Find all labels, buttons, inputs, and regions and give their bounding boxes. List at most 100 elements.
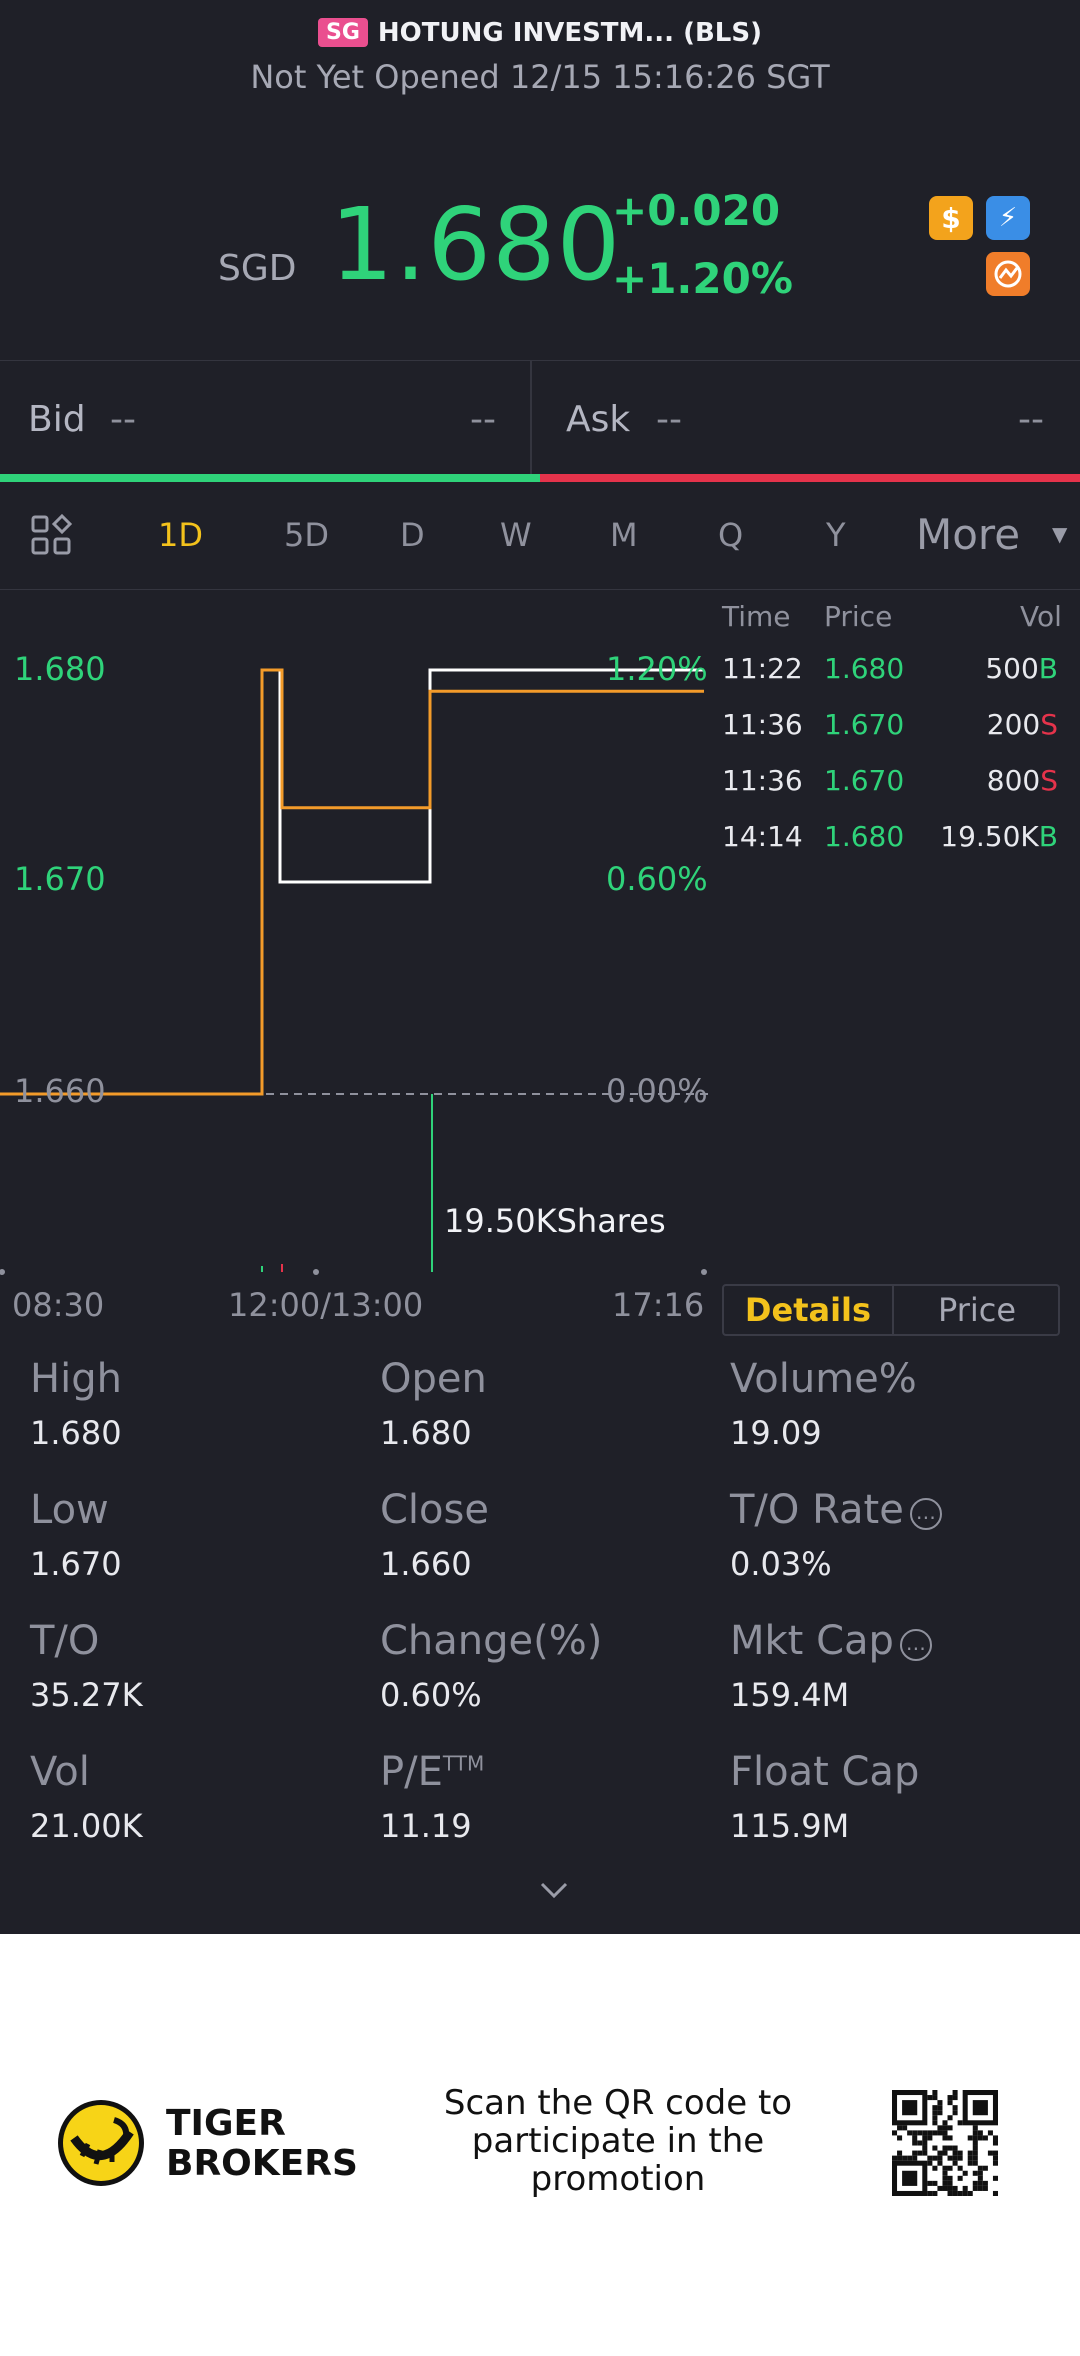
stat-value: 115.9M — [730, 1807, 850, 1845]
stat-label: High — [30, 1356, 122, 1402]
bid-label: Bid — [28, 399, 86, 440]
stat-label: P/ETTM — [380, 1749, 485, 1795]
tab-m[interactable]: M — [610, 516, 638, 554]
axis-dot-left — [0, 1269, 5, 1275]
price-tab[interactable]: Price — [892, 1286, 1060, 1334]
brand-name: TIGER BROKERS — [166, 2104, 358, 2184]
tick-price: 1.670 — [824, 764, 905, 797]
details-price-toggle: Details Price — [722, 1284, 1060, 1336]
bid-price: -- — [110, 399, 136, 440]
tab-5d[interactable]: 5D — [284, 516, 329, 554]
grid-layout-icon[interactable] — [30, 513, 74, 562]
period-tabs: 1D 5D D W M Q Y More ▼ — [0, 482, 1080, 590]
stat-label[interactable]: Mkt Cap… — [730, 1618, 932, 1664]
price-change: +0.020 — [612, 186, 781, 235]
axis-dot-mid — [313, 1269, 319, 1275]
promo-text: Scan the QR code to participate in the p… — [443, 2083, 793, 2199]
bid-size: -- — [470, 399, 496, 440]
tab-q[interactable]: Q — [718, 516, 744, 554]
tick-volume: 800S — [986, 764, 1058, 797]
stat-label: Volume% — [730, 1356, 917, 1402]
stat-value: 19.09 — [730, 1414, 822, 1452]
last-price: 1.680 — [330, 186, 622, 303]
market-status: Not Yet Opened 12/15 15:16:26 SGT — [250, 58, 830, 96]
stat-value: 1.680 — [380, 1414, 472, 1452]
tick-price: 1.680 — [824, 652, 905, 685]
stock-title[interactable]: SG HOTUNG INVESTM... (BLS) — [0, 18, 1080, 48]
tick-volume: 500B — [985, 652, 1058, 685]
ticks-header-time: Time — [722, 600, 791, 633]
tick-time: 11:36 — [722, 764, 803, 797]
price-change-percent: +1.20% — [612, 254, 793, 303]
stat-value: 35.27K — [30, 1676, 143, 1714]
volume-label: 19.50KShares — [444, 1202, 666, 1240]
pct-label-high: 1.20% — [606, 650, 708, 688]
quote-header: SG HOTUNG INVESTM... (BLS) Not Yet Opened… — [0, 0, 1080, 360]
stat-label: Open — [380, 1356, 487, 1402]
stat-label[interactable]: T/O Rate… — [730, 1487, 942, 1533]
stat-label: Vol — [30, 1749, 90, 1795]
ask-price: -- — [656, 399, 682, 440]
flash-icon[interactable]: ⚡ — [986, 196, 1030, 240]
brand-line-1: TIGER — [166, 2103, 286, 2144]
tab-1d[interactable]: 1D — [158, 516, 203, 554]
tick-volume: 200S — [986, 708, 1058, 741]
tab-y[interactable]: Y — [826, 516, 846, 554]
tick-price: 1.670 — [824, 708, 905, 741]
brand-line-2: BROKERS — [166, 2143, 358, 2184]
intraday-chart[interactable]: 1.680 1.670 1.660 1.20% 0.60% 0.00% 19.5… — [0, 592, 720, 1282]
stat-value: 0.60% — [380, 1676, 482, 1714]
axis-dot-right — [701, 1269, 707, 1275]
tab-more[interactable]: More — [916, 510, 1021, 559]
bid-box[interactable]: Bid -- -- — [0, 361, 532, 475]
stat-value: 11.19 — [380, 1807, 472, 1845]
tick-volume: 19.50KB — [940, 820, 1058, 853]
ticks-header-price: Price — [824, 600, 893, 633]
dollar-icon[interactable]: $ — [929, 196, 973, 240]
tick-side: B — [1038, 652, 1058, 685]
chevron-down-icon[interactable]: ▼ — [1052, 522, 1068, 546]
bid-ask-panel: Bid -- -- Ask -- -- — [0, 360, 1080, 478]
bid-ratio-bar — [0, 474, 540, 482]
tick-time: 11:22 — [722, 652, 803, 685]
ask-box[interactable]: Ask -- -- — [534, 361, 1080, 475]
x-label-now: 17:16 — [612, 1286, 705, 1324]
stat-value: 0.03% — [730, 1545, 832, 1583]
currency-label: SGD — [218, 248, 297, 289]
stat-label: Close — [380, 1487, 489, 1533]
stat-label: Low — [30, 1487, 109, 1533]
stat-value: 1.660 — [380, 1545, 472, 1583]
stat-value: 159.4M — [730, 1676, 850, 1714]
stock-name: HOTUNG INVESTM... (BLS) — [377, 18, 762, 48]
x-label-lunch: 12:00/13:00 — [228, 1286, 424, 1324]
qr-code-icon — [892, 2090, 998, 2196]
expand-chevron-icon[interactable] — [536, 1878, 572, 1906]
tick-price: 1.680 — [824, 820, 905, 853]
stat-value: 1.680 — [30, 1414, 122, 1452]
tick-time: 11:36 — [722, 708, 803, 741]
tick-side: B — [1038, 820, 1058, 853]
stat-label: Change(%) — [380, 1618, 603, 1664]
chart-badge-icon[interactable] — [986, 252, 1030, 296]
info-icon[interactable]: … — [909, 1498, 942, 1530]
stat-value: 21.00K — [30, 1807, 143, 1845]
promo-footer: TIGER BROKERS Scan the QR code to partic… — [0, 1934, 1080, 2356]
tick-side: S — [1040, 708, 1058, 741]
ask-size: -- — [1018, 399, 1044, 440]
x-label-open: 08:30 — [12, 1286, 105, 1324]
tiger-logo-icon — [56, 2098, 146, 2192]
stat-label: Float Cap — [730, 1749, 920, 1795]
tick-side: S — [1040, 764, 1058, 797]
market-badge: SG — [318, 18, 368, 47]
stat-superscript: TTM — [442, 1751, 485, 1776]
details-tab[interactable]: Details — [744, 1291, 872, 1329]
tick-time: 14:14 — [722, 820, 803, 853]
ask-label: Ask — [566, 399, 631, 440]
tab-d[interactable]: D — [400, 516, 425, 554]
avg-price-line — [0, 668, 704, 1096]
info-icon[interactable]: … — [899, 1629, 932, 1661]
stat-value: 1.670 — [30, 1545, 122, 1583]
tab-w[interactable]: W — [500, 516, 532, 554]
pct-label-mid: 0.60% — [606, 860, 708, 898]
y-label-mid: 1.670 — [14, 860, 106, 898]
